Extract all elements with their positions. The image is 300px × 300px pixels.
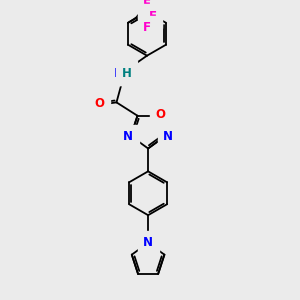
Text: F: F bbox=[143, 0, 151, 11]
Text: O: O bbox=[156, 108, 166, 121]
Text: N: N bbox=[163, 130, 173, 143]
Text: O: O bbox=[94, 97, 104, 110]
Text: N: N bbox=[114, 67, 124, 80]
Text: F: F bbox=[143, 21, 151, 34]
Text: F: F bbox=[149, 10, 157, 22]
Text: H: H bbox=[122, 67, 132, 80]
Text: N: N bbox=[123, 130, 133, 143]
Text: N: N bbox=[143, 236, 153, 249]
